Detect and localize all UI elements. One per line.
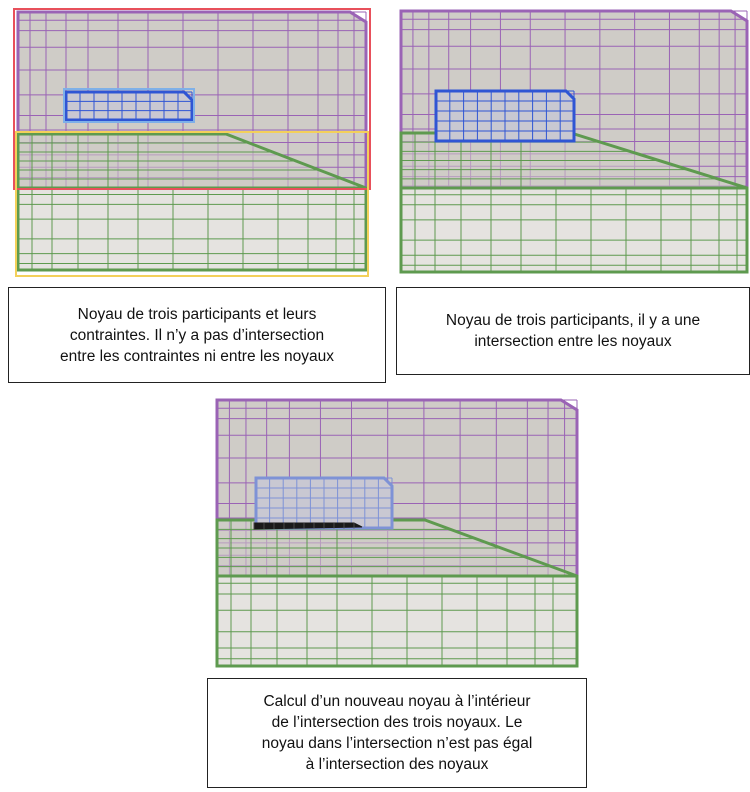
mesh-diagram-bottom xyxy=(215,398,579,668)
yellow-constraint xyxy=(15,131,369,277)
red-constraint xyxy=(13,8,371,190)
panel-top-left xyxy=(12,8,374,280)
mesh-diagram-top-right xyxy=(399,9,749,274)
panel-bottom xyxy=(214,396,580,670)
result-kernel xyxy=(253,522,363,530)
caption-top-left-text: Noyau de trois participants et leurs con… xyxy=(60,305,334,365)
blue-kernel xyxy=(254,476,394,530)
caption-bottom-text: Calcul d’un nouveau noyau à l’intérieur … xyxy=(261,693,533,773)
mesh-diagram-top-left xyxy=(13,8,371,277)
blue-constraint xyxy=(63,88,195,123)
caption-top-left: Noyau de trois participants et leurs con… xyxy=(8,287,386,383)
caption-top-right: Noyau de trois participants, il y a une … xyxy=(396,287,750,375)
blue-kernel xyxy=(64,90,194,122)
panel-top-right xyxy=(398,8,750,276)
caption-top-right-text: Noyau de trois participants, il y a une … xyxy=(445,312,701,350)
caption-bottom: Calcul d’un nouveau noyau à l’intérieur … xyxy=(207,678,587,788)
blue-kernel xyxy=(434,89,576,143)
